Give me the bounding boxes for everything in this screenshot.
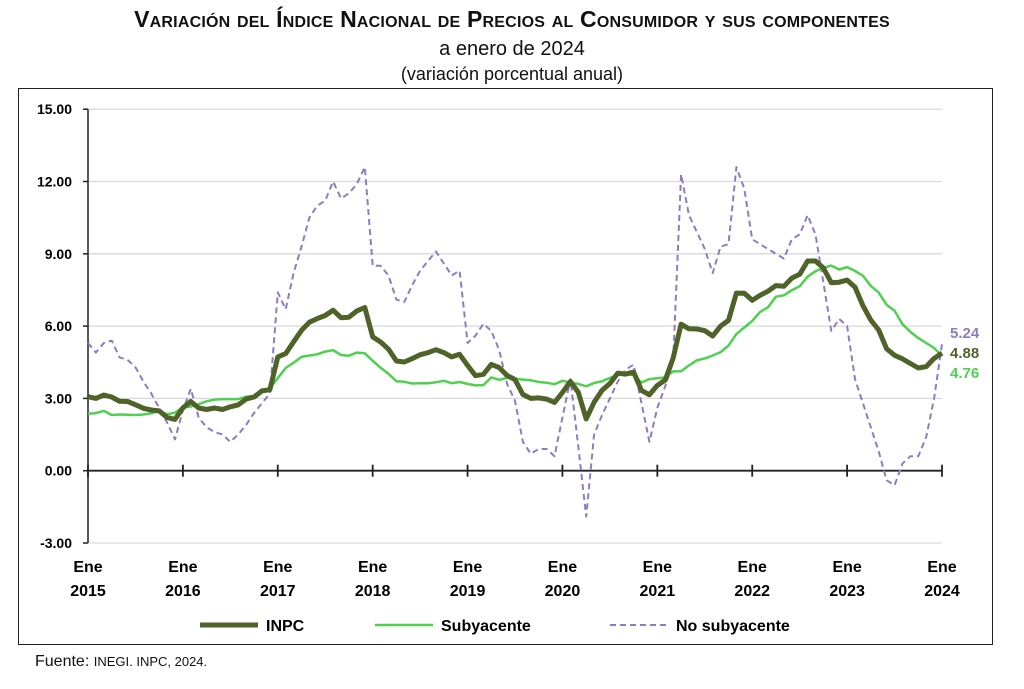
x-tick-year: 2024 bbox=[924, 583, 960, 600]
series-line-subyacente bbox=[87, 264, 943, 417]
end-value-label: 5.24 bbox=[950, 325, 980, 342]
x-tick-year: 2017 bbox=[260, 583, 296, 600]
series-line-inpc bbox=[87, 258, 944, 422]
chart-subtitle: a enero de 2024 bbox=[439, 38, 585, 60]
chart-units: (variación porcentual anual) bbox=[400, 64, 624, 84]
legend-label: INPC bbox=[266, 618, 305, 635]
x-tick-year: 2023 bbox=[829, 583, 865, 600]
source-note: Fuente: INEGI. INPC, 2024. bbox=[35, 653, 207, 671]
x-tick-month: Ene bbox=[73, 559, 102, 576]
y-tick-label: -3.00 bbox=[40, 535, 72, 551]
y-tick-label: 3.00 bbox=[45, 390, 72, 406]
x-tick-year: 2015 bbox=[70, 583, 106, 600]
end-value-label: 4.76 bbox=[950, 365, 979, 382]
legend-label: Subyacente bbox=[441, 618, 531, 635]
source-text: INEGI. INPC, 2024. bbox=[93, 654, 208, 669]
chart-title: Variación del Índice Nacional de Precios… bbox=[134, 6, 890, 32]
x-tick-month: Ene bbox=[927, 559, 956, 576]
legend-label: No subyacente bbox=[676, 618, 790, 635]
x-tick-month: Ene bbox=[358, 559, 387, 576]
y-tick-label: 15.00 bbox=[37, 101, 72, 117]
x-tick-month: Ene bbox=[168, 559, 197, 576]
x-tick-month: Ene bbox=[832, 559, 861, 576]
chart-frame bbox=[18, 88, 993, 645]
x-tick-year: 2021 bbox=[640, 583, 676, 600]
x-tick-month: Ene bbox=[738, 559, 767, 576]
x-tick-month: Ene bbox=[548, 559, 577, 576]
x-tick-month: Ene bbox=[643, 559, 672, 576]
x-tick-month: Ene bbox=[263, 559, 292, 576]
series-line-no-subyacente bbox=[87, 166, 943, 518]
y-tick-label: 6.00 bbox=[45, 318, 72, 334]
x-tick-year: 2020 bbox=[545, 583, 581, 600]
source-label: Fuente: bbox=[35, 653, 90, 670]
x-tick-year: 2019 bbox=[450, 583, 486, 600]
y-tick-label: 9.00 bbox=[45, 246, 72, 262]
x-tick-month: Ene bbox=[453, 559, 482, 576]
x-tick-year: 2016 bbox=[165, 583, 201, 600]
x-tick-year: 2022 bbox=[734, 583, 770, 600]
x-tick-year: 2018 bbox=[355, 583, 391, 600]
y-tick-label: 0.00 bbox=[45, 463, 72, 479]
end-value-label: 4.88 bbox=[950, 345, 979, 362]
y-tick-label: 12.00 bbox=[37, 174, 72, 190]
